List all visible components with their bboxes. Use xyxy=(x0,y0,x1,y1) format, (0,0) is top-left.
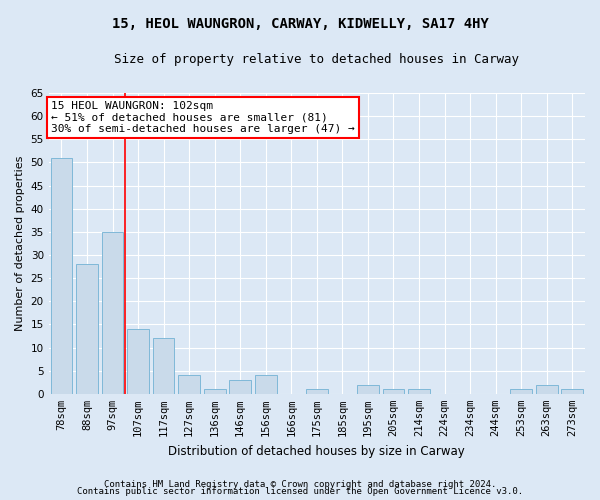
X-axis label: Distribution of detached houses by size in Carway: Distribution of detached houses by size … xyxy=(169,444,465,458)
Bar xyxy=(562,389,583,394)
Bar xyxy=(101,232,124,394)
Text: Contains public sector information licensed under the Open Government Licence v3: Contains public sector information licen… xyxy=(77,488,523,496)
Text: 15, HEOL WAUNGRON, CARWAY, KIDWELLY, SA17 4HY: 15, HEOL WAUNGRON, CARWAY, KIDWELLY, SA1… xyxy=(112,18,488,32)
Bar xyxy=(178,376,200,394)
Bar xyxy=(357,384,379,394)
Bar xyxy=(306,389,328,394)
Bar xyxy=(408,389,430,394)
Title: Size of property relative to detached houses in Carway: Size of property relative to detached ho… xyxy=(115,52,520,66)
Bar xyxy=(127,329,149,394)
Bar xyxy=(383,389,404,394)
Text: 15 HEOL WAUNGRON: 102sqm
← 51% of detached houses are smaller (81)
30% of semi-d: 15 HEOL WAUNGRON: 102sqm ← 51% of detach… xyxy=(52,100,355,134)
Bar xyxy=(76,264,98,394)
Bar xyxy=(510,389,532,394)
Bar xyxy=(50,158,72,394)
Y-axis label: Number of detached properties: Number of detached properties xyxy=(15,156,25,331)
Bar xyxy=(204,389,226,394)
Text: Contains HM Land Registry data © Crown copyright and database right 2024.: Contains HM Land Registry data © Crown c… xyxy=(104,480,496,489)
Bar xyxy=(255,376,277,394)
Bar xyxy=(229,380,251,394)
Bar xyxy=(153,338,175,394)
Bar xyxy=(536,384,557,394)
